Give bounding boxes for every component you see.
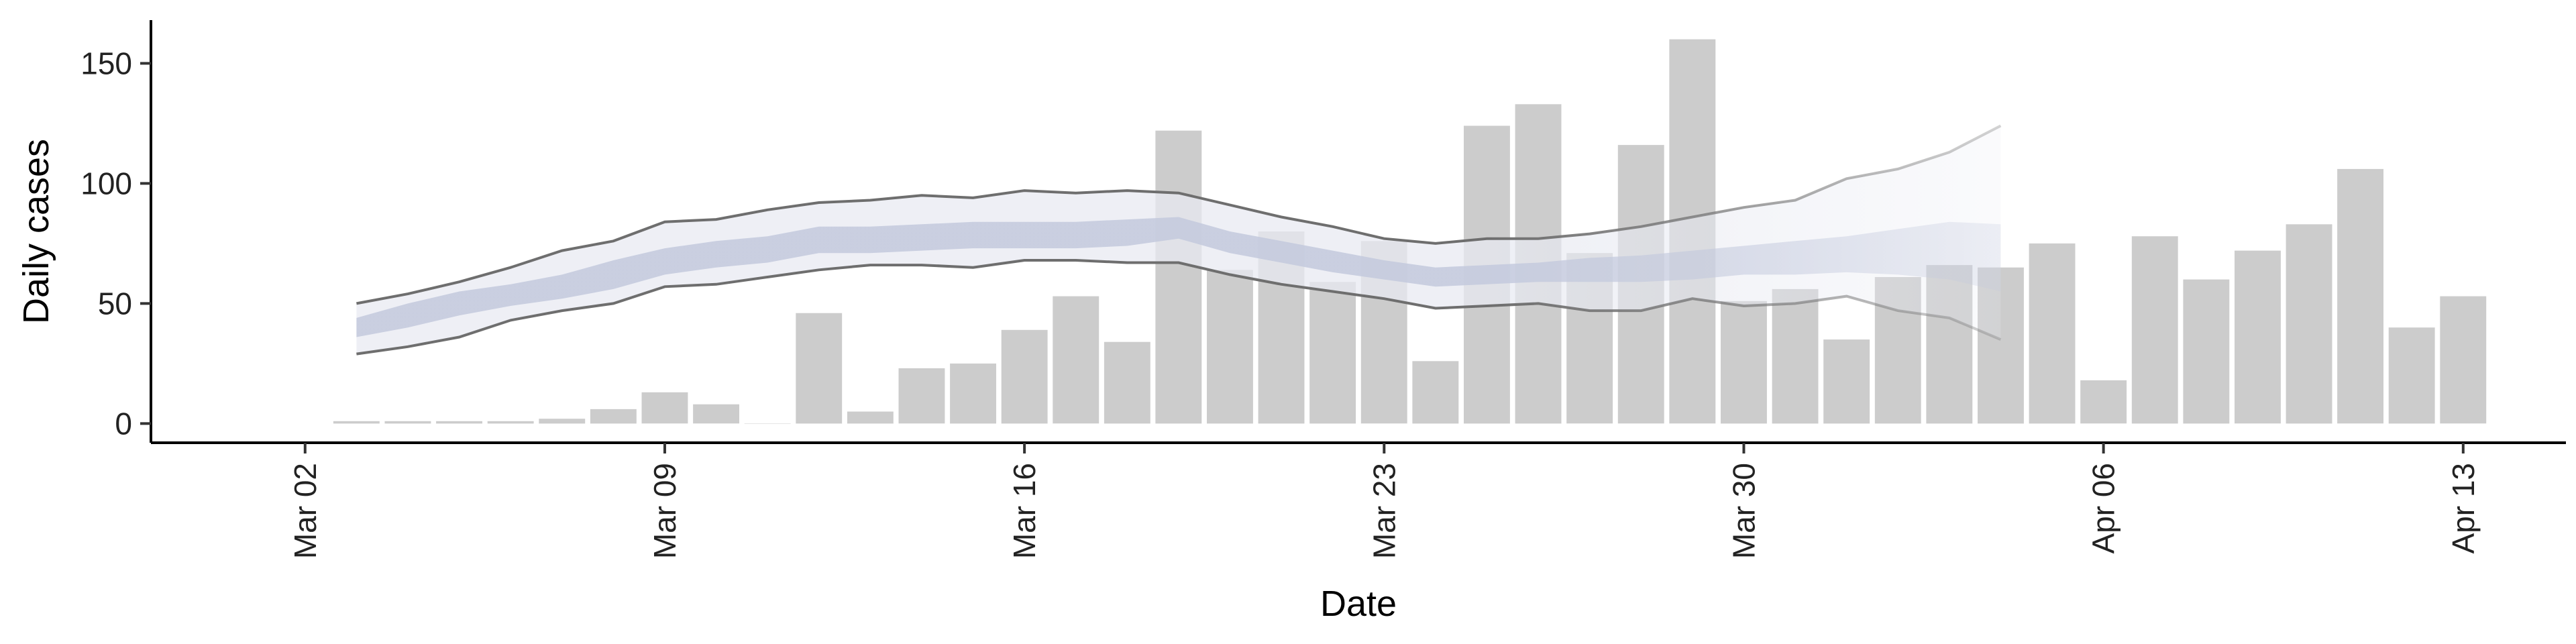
bar-2020-04-13 (2440, 296, 2487, 424)
bar-2020-03-03 (333, 421, 380, 424)
bar-2020-04-09 (2235, 250, 2281, 424)
bar-2020-03-31 (1772, 288, 1819, 424)
axes (150, 20, 2566, 444)
bar-2020-03-08 (590, 409, 637, 424)
bar-2020-03-07 (539, 419, 586, 424)
bar-2020-04-11 (2337, 168, 2383, 424)
bar-2020-03-09 (641, 392, 688, 424)
x-tick-label-2020-03-09: Mar 09 (647, 463, 682, 559)
bar-2020-04-01 (1823, 339, 1870, 424)
bar-2020-03-06 (487, 421, 534, 424)
y-tick-label-150: 150 (80, 46, 132, 80)
bar-2020-03-15 (950, 363, 996, 424)
bar-2020-03-19 (1155, 130, 1202, 424)
bar-2020-04-05 (2029, 243, 2076, 424)
bar-2020-04-12 (2388, 327, 2435, 424)
x-tick-label-2020-03-02: Mar 02 (288, 463, 323, 559)
bar-2020-03-04 (384, 421, 431, 424)
bar-2020-03-17 (1053, 296, 1099, 424)
bar-2020-03-11 (744, 423, 791, 424)
y-axis-title: Daily cases (16, 139, 56, 324)
y-tick-label-50: 50 (98, 286, 132, 321)
bar-2020-04-10 (2286, 224, 2332, 424)
estimate-bands (356, 124, 2002, 356)
bar-2020-03-14 (898, 368, 945, 424)
bar-2020-03-18 (1104, 341, 1150, 424)
x-ticks: Mar 02 Mar 09 Mar 16 Mar 23 Mar 30 Apr 06 Apr … (288, 443, 2481, 559)
bar-2020-03-30 (1721, 301, 1767, 424)
x-tick-label-2020-04-06: Apr 06 (2086, 463, 2121, 554)
bar-2020-04-07 (2131, 236, 2178, 424)
upper-interval-line (356, 124, 2002, 305)
bar-2020-03-16 (1001, 329, 1048, 424)
bar-2020-03-10 (693, 404, 739, 424)
y-ticks: 0 50 100 150 (80, 46, 151, 441)
bar-2020-03-24 (1412, 361, 1459, 424)
bar-2020-03-13 (847, 411, 894, 424)
x-tick-label-2020-03-30: Mar 30 (1727, 463, 1762, 559)
outer-interval-band (356, 125, 2001, 354)
bar-2020-03-20 (1207, 270, 1253, 424)
bar-2020-03-12 (796, 313, 843, 424)
bar-2020-04-08 (2183, 279, 2230, 424)
y-tick-label-100: 100 (80, 166, 132, 201)
x-axis-title: Date (1320, 584, 1397, 624)
bar-2020-03-05 (436, 421, 482, 424)
y-tick-label-0: 0 (115, 406, 132, 441)
inner-interval-band (356, 217, 2001, 337)
lower-interval-line (356, 259, 2002, 356)
bar-2020-04-06 (2080, 380, 2127, 424)
bar-2020-03-22 (1309, 282, 1356, 424)
x-tick-label-2020-04-13: Apr 13 (2446, 463, 2481, 554)
x-tick-label-2020-03-16: Mar 16 (1007, 463, 1042, 559)
x-tick-label-2020-03-23: Mar 23 (1366, 463, 1401, 559)
